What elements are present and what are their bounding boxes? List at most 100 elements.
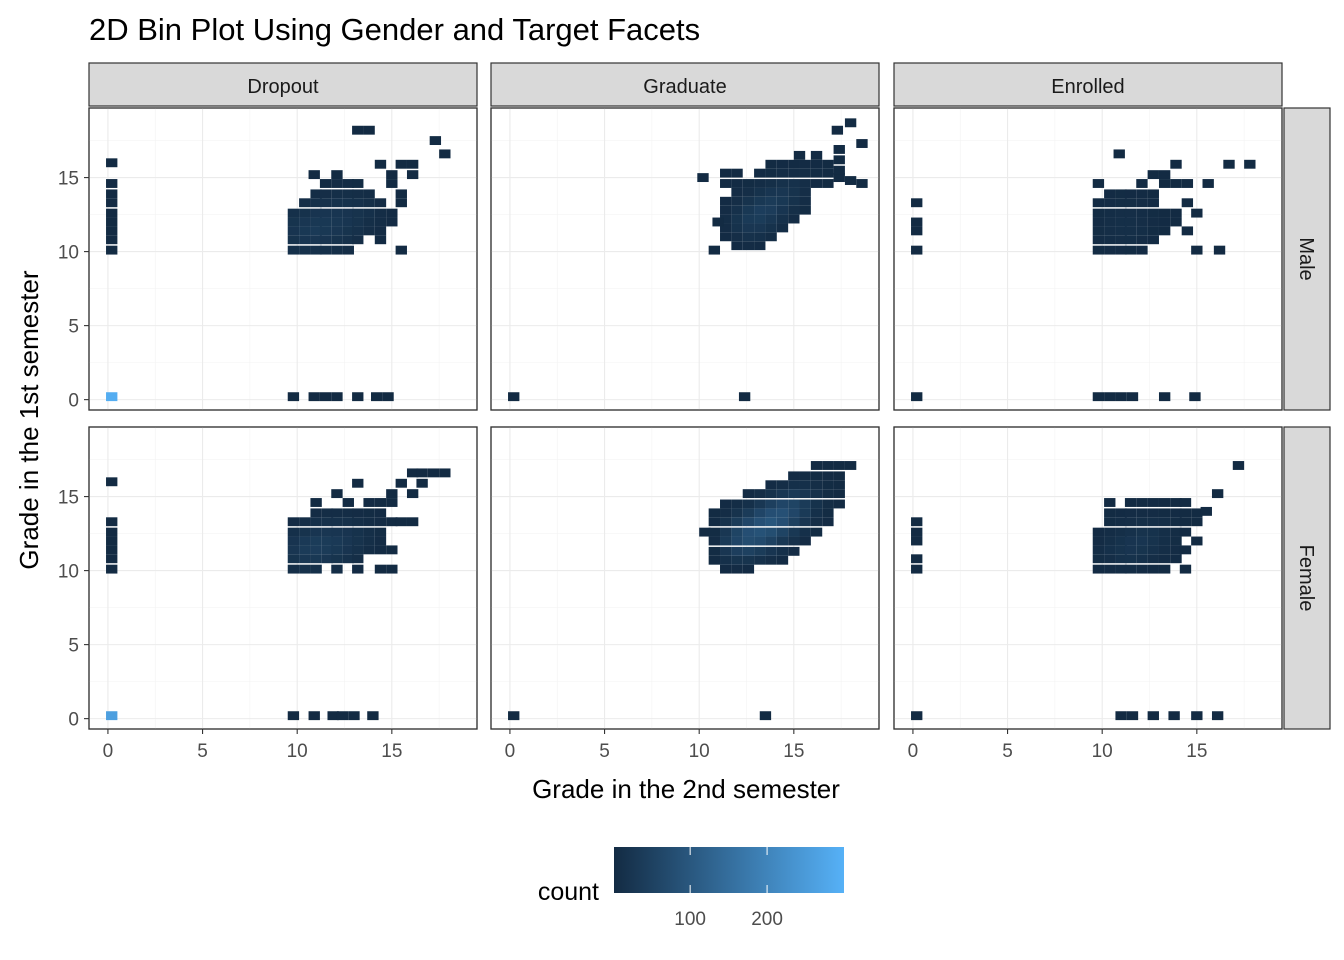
bin-cell <box>1092 545 1105 555</box>
bin-cell <box>1104 564 1116 574</box>
bin-cell <box>106 536 118 546</box>
bin-cell <box>106 235 118 245</box>
bin-cell <box>788 546 800 556</box>
bin-cell <box>720 499 732 509</box>
bin-cell <box>765 223 777 233</box>
x-tick-label: 5 <box>599 741 610 762</box>
bin-cell <box>352 545 364 555</box>
bin-cell <box>720 546 732 556</box>
bin-cell <box>856 139 868 148</box>
bin-cell <box>742 508 755 518</box>
bin-cell <box>788 480 800 490</box>
bin-cell <box>429 136 442 146</box>
bin-cell <box>788 179 800 188</box>
bin-cell <box>386 564 398 574</box>
strip-dropout <box>88 62 478 107</box>
bin-cell <box>1124 545 1137 555</box>
bin-cell <box>742 489 755 499</box>
bin-cell <box>833 155 845 165</box>
bin-cell <box>106 217 118 227</box>
bin-cell <box>742 223 755 233</box>
bin-cell <box>395 517 407 527</box>
bin-cell <box>754 489 766 499</box>
bin-cell <box>299 527 311 537</box>
y-tick-label: 10 <box>58 562 79 583</box>
bin-cell <box>799 187 811 197</box>
x-tick-label: 10 <box>689 741 710 762</box>
bin-cell <box>911 554 923 564</box>
bin-cell <box>731 196 743 206</box>
bin-cell <box>1092 208 1105 218</box>
bin-cell <box>754 223 766 233</box>
bin-cell <box>406 468 419 478</box>
bin-cell <box>1136 564 1148 574</box>
bin-cell <box>1147 545 1159 555</box>
bin-cell <box>1124 508 1137 518</box>
bin-cell <box>720 205 732 215</box>
bin-cell <box>911 245 923 255</box>
bin-cell <box>1124 198 1137 208</box>
bin-cell <box>287 517 300 527</box>
bin-cell <box>765 179 777 188</box>
panel-dropout-female <box>88 426 478 730</box>
bin-cell <box>287 217 300 227</box>
bin-cell <box>742 205 755 215</box>
bin-cell <box>386 170 398 180</box>
bin-cell <box>822 461 834 470</box>
bin-cell <box>765 555 777 565</box>
bin-cell <box>742 499 755 509</box>
bin-cell <box>374 527 387 537</box>
bin-cell <box>765 546 777 556</box>
bin-cell <box>352 527 364 537</box>
bin-cell <box>1124 189 1137 199</box>
bin-cell <box>833 145 845 154</box>
bin-cell <box>363 198 375 208</box>
bin-cell <box>331 189 343 199</box>
bin-cell <box>776 508 789 518</box>
bin-cell <box>331 179 343 188</box>
bin-cell <box>319 208 332 218</box>
x-tick-label: 5 <box>1002 741 1013 762</box>
y-tick-label: 5 <box>68 636 79 657</box>
bin-cell <box>1158 517 1171 527</box>
bin-cell <box>810 489 823 499</box>
bin-cell <box>720 555 732 565</box>
bin-cell <box>374 217 387 227</box>
panel-enrolled-female <box>893 426 1283 730</box>
x-tick-label: 10 <box>287 741 308 762</box>
bin-cell <box>319 179 332 188</box>
bin-cell <box>1104 517 1116 527</box>
facet-strips: Dropout Graduate Enrolled Male Female <box>88 62 1331 730</box>
bin-cell <box>299 564 311 574</box>
bin-cell <box>331 508 343 518</box>
bin-cell <box>754 499 766 509</box>
bin-cell <box>1136 179 1148 188</box>
bin-cell <box>776 223 789 233</box>
bin-cell <box>1232 461 1245 470</box>
bin-cell <box>765 508 777 518</box>
bin-cell <box>810 508 823 518</box>
bin-cell <box>856 179 868 188</box>
bin-cell <box>712 217 724 227</box>
bin-cell <box>776 555 789 565</box>
x-tick-label: 0 <box>505 741 516 762</box>
bin-cell <box>1115 508 1127 518</box>
x-tick-label: 5 <box>197 741 208 762</box>
bin-cell <box>765 196 777 206</box>
bin-cell <box>810 480 823 490</box>
bin-cell <box>1124 527 1137 537</box>
strip-graduate <box>490 62 880 107</box>
bin-cell <box>754 546 766 556</box>
bin-cell <box>319 189 332 199</box>
strip-label-graduate: Graduate <box>643 76 726 98</box>
bin-cell <box>395 159 407 169</box>
bin-cell <box>1158 536 1171 546</box>
bin-cell <box>1189 392 1201 402</box>
bin-cell <box>106 198 118 208</box>
bin-cell <box>310 517 322 527</box>
bin-cell <box>799 179 811 188</box>
bin-cell <box>374 498 387 507</box>
bin-cell <box>1092 536 1105 546</box>
bin-cell <box>287 564 300 574</box>
